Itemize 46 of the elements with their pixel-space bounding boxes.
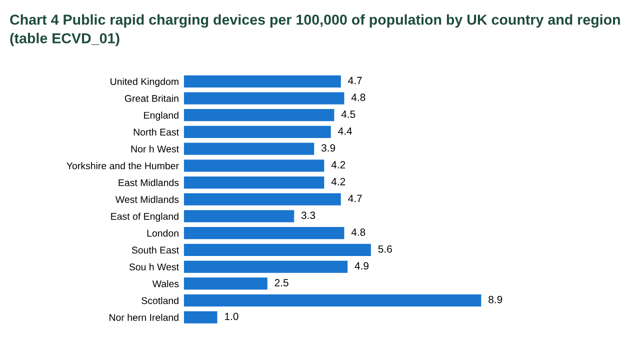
data-label: 4.4	[338, 127, 352, 135]
data-label: 2.5	[274, 279, 288, 286]
y-tick-label: North East	[134, 128, 179, 136]
bar	[184, 311, 218, 324]
y-tick-label: Nor h West	[131, 145, 179, 152]
y-tick-label: England	[144, 112, 178, 121]
data-label: 3.9	[321, 144, 336, 152]
y-tick-label: Great Britain	[124, 94, 178, 102]
bar	[184, 260, 348, 273]
chart-title: Chart 4 Public rapid charging devices per 100,000 of population by UK country and region (table ECVD_01)	[10, 14, 620, 46]
data-label: 4.2	[331, 161, 346, 168]
data-label: 4.5	[341, 110, 356, 118]
data-label: 4.2	[331, 178, 346, 186]
bar	[184, 176, 324, 189]
bar	[184, 278, 268, 290]
bar	[184, 75, 341, 88]
data-label: 1.0	[225, 312, 238, 320]
y-tick-label: East of England	[111, 212, 178, 222]
data-label: 4.8	[351, 228, 366, 236]
y-tick-label: Scotland	[142, 296, 178, 304]
bar	[184, 294, 482, 307]
data-label: 3.3	[301, 212, 316, 220]
bar	[184, 210, 294, 222]
bar	[184, 109, 334, 122]
bar	[184, 244, 371, 256]
data-label: 4.8	[351, 94, 366, 102]
y-tick-label: South East	[132, 246, 179, 254]
data-label: 4.9	[354, 262, 368, 270]
y-tick-label: London	[147, 230, 178, 237]
data-label: 4.7	[348, 194, 362, 202]
y-tick-label: United Kingdom	[110, 78, 178, 87]
bar	[184, 193, 341, 206]
y-tick-label: East Midlands	[118, 178, 179, 186]
bar	[184, 226, 344, 240]
bar	[184, 160, 324, 172]
data-label: 4.7	[348, 76, 362, 84]
y-tick-label: Sou h West	[129, 263, 179, 270]
data-label: 8.9	[488, 296, 502, 304]
bar	[184, 142, 314, 155]
bar	[184, 126, 331, 138]
bar	[184, 92, 344, 104]
y-tick-label: Wales	[152, 280, 179, 288]
data-label: 5.6	[378, 245, 392, 253]
y-tick-label: Nor hern Ireland	[110, 314, 178, 321]
y-tick-label: West Midlands	[115, 196, 179, 203]
y-tick-label: Yorkshire and the Humber	[66, 162, 179, 170]
